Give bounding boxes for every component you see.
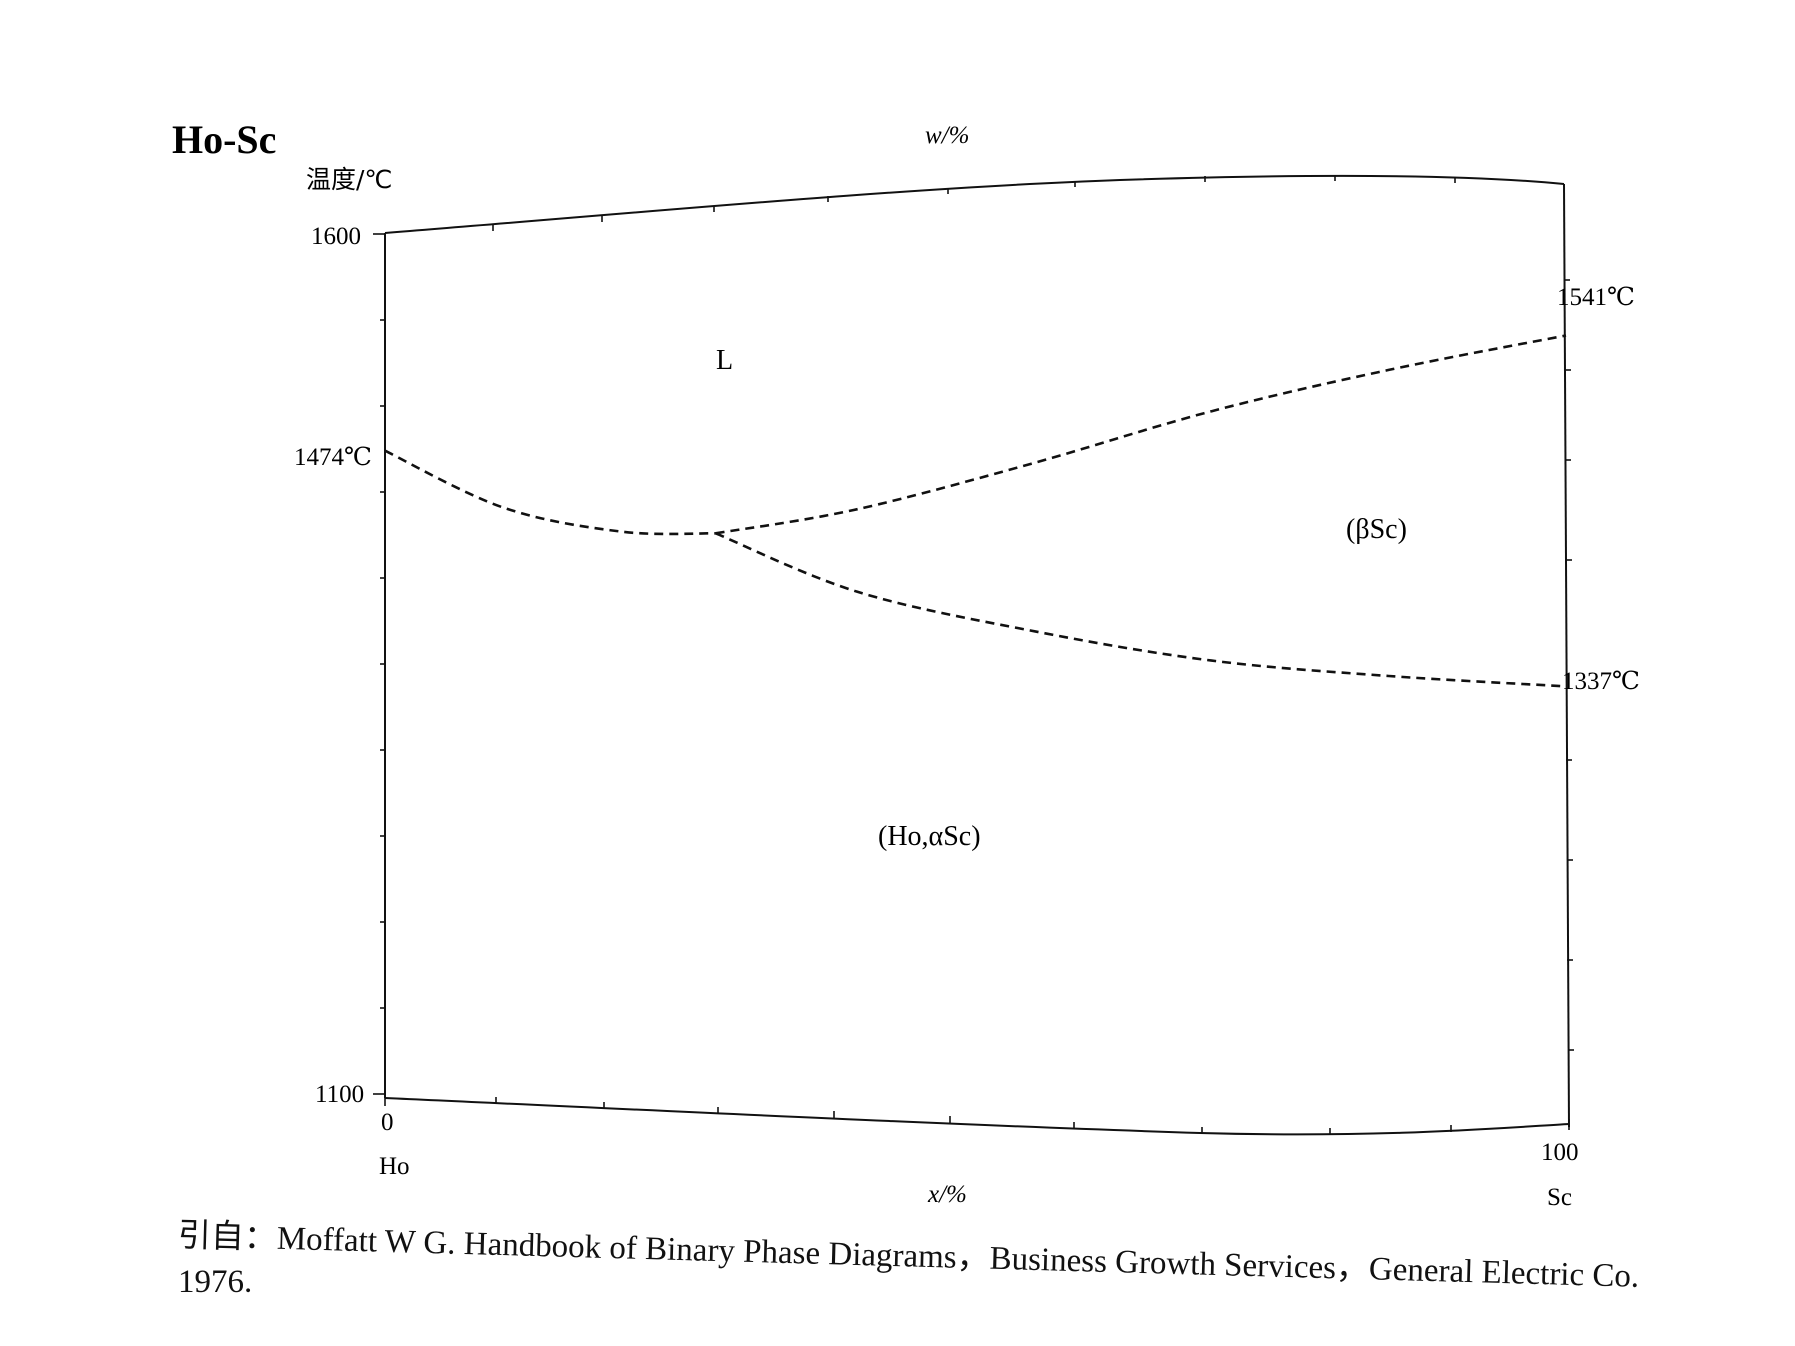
phase-boundary-1 (384, 449, 716, 536)
phase-boundary-2 (715, 334, 1567, 535)
top-frame (384, 174, 1565, 234)
top-axis-label: w/% (925, 122, 969, 149)
right-axis (1563, 183, 1570, 1128)
annotation-1474: 1474℃ (294, 444, 372, 471)
citation-line-1: 引自：Moffatt W G. Handbook of Binary Phase… (177, 1218, 1640, 1295)
bottom-frame (384, 1097, 1570, 1136)
citation-line-2: 1976. (178, 1264, 253, 1300)
region-label-ho-alpha-sc: (Ho,αSc) (878, 821, 981, 852)
x-tick-label-0: 0 (381, 1109, 394, 1136)
y-tick-label-1100: 1100 (315, 1081, 364, 1108)
x-end-label-ho: Ho (379, 1153, 410, 1180)
annotation-1337: 1337℃ (1562, 668, 1640, 695)
chart-title: Ho-Sc (172, 117, 276, 162)
citation: 引自：Moffatt W G. Handbook of Binary Phase… (177, 1208, 1738, 1318)
phase-boundaries (384, 334, 1567, 688)
annotation-1541: 1541℃ (1557, 284, 1635, 311)
region-label-beta-sc: (βSc) (1346, 514, 1407, 545)
y-axis-label: 温度/℃ (306, 165, 393, 194)
phase-boundary-3 (715, 532, 1567, 688)
x-tick-label-100: 100 (1541, 1139, 1579, 1166)
x-end-label-sc: Sc (1547, 1184, 1572, 1211)
region-label-liquid: L (716, 345, 733, 376)
y-tick-label-1600: 1600 (311, 223, 361, 250)
x-axis-label: x/% (927, 1181, 967, 1208)
